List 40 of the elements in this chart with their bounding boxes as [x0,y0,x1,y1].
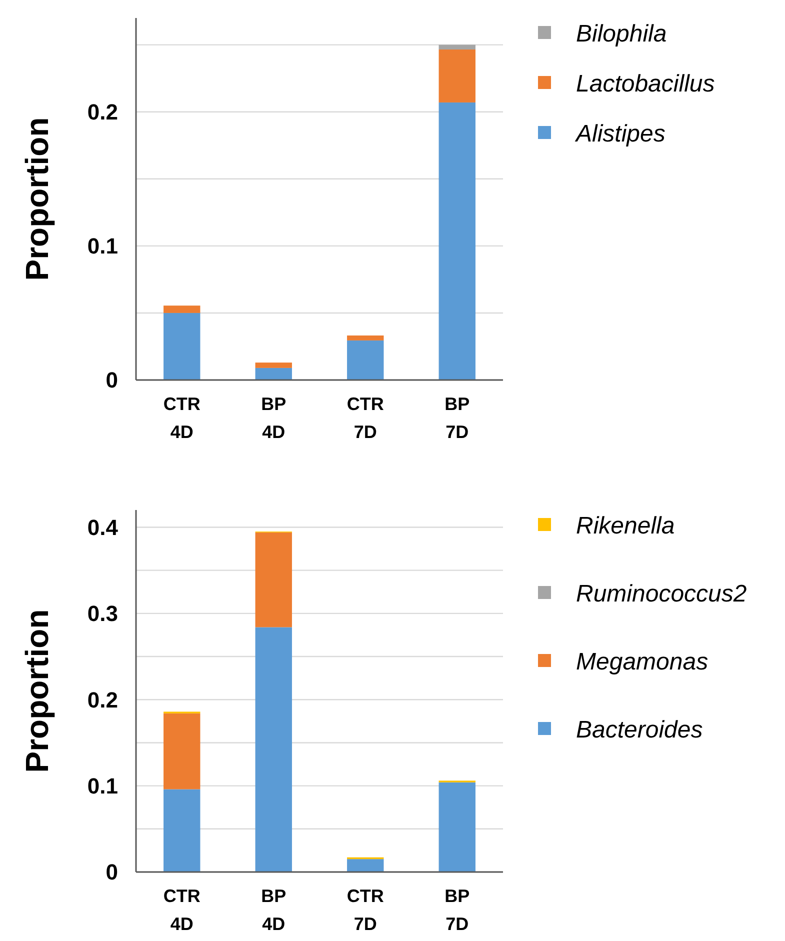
legend-label: Bacteroides [576,716,703,744]
bar [255,532,292,628]
bar [438,44,476,50]
bar [164,789,200,872]
legend-label: Megamonas [576,648,708,676]
bar [164,312,200,380]
bar [438,782,476,872]
y-tick-label: 0 [106,368,118,393]
x-tick-label: CTR 4D [163,886,200,934]
x-tick-label: CTR 7D [346,394,384,442]
y-tick-label: 0.4 [87,514,119,540]
bar [255,362,292,368]
x-tick-label: BP 7D [444,886,470,934]
bar [347,340,384,380]
x-tick-label: BP 7D [444,394,470,442]
y-tick-label: 0.1 [87,234,118,259]
bar [347,335,384,340]
x-tick-label: CTR 7D [346,886,384,934]
y-tick-label: 0.2 [87,100,118,125]
legend-label: Bilophila [576,20,667,48]
y-axis-title: Proportion [19,609,55,773]
y-axis-title: Proportion [19,117,55,281]
legend-label: Ruminococcus2 [576,580,747,608]
bar [255,627,292,872]
bar [438,50,476,102]
bar [164,306,200,313]
legend-label: Rikenella [576,512,675,540]
x-tick-label: BP 4D [261,886,286,934]
y-tick-label: 0.3 [87,601,118,626]
y-tick-label: 0 [106,860,118,885]
y-tick-label: 0.1 [87,774,118,799]
bar [438,102,476,380]
bar [164,713,200,790]
x-tick-label: CTR 4D [163,394,200,442]
bar [255,368,292,380]
legend-label: Lactobacillus [576,70,715,98]
bar [347,859,384,872]
x-tick-label: BP 4D [261,394,286,442]
y-tick-label: 0.2 [87,687,118,712]
legend-label: Alistipes [574,120,666,148]
